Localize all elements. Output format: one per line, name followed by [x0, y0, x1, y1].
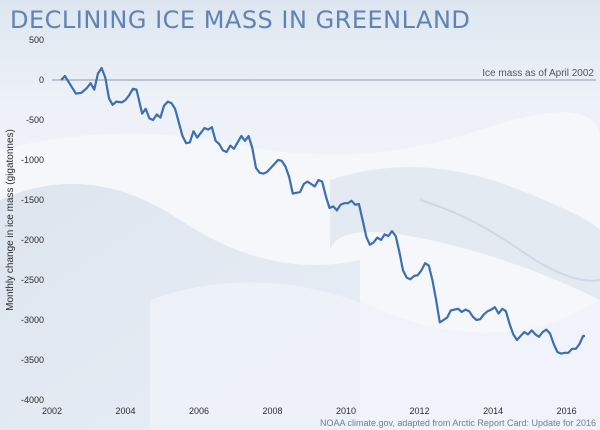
- x-tick-label: 2004: [115, 406, 135, 416]
- x-tick-label: 2008: [263, 406, 283, 416]
- y-tick-label: -1000: [21, 155, 44, 165]
- ice-mass-line: [60, 66, 585, 355]
- x-tick-label: 2014: [483, 406, 503, 416]
- y-tick-label: -2500: [21, 275, 44, 285]
- x-tick-label: 2006: [189, 406, 209, 416]
- source-credit: NOAA climate.gov, adapted from Arctic Re…: [320, 418, 596, 428]
- y-tick-label: -3500: [21, 355, 44, 365]
- baseline-label: Ice mass as of April 2002: [482, 68, 594, 79]
- x-tick-label: 2012: [410, 406, 430, 416]
- y-tick-label: -1500: [21, 195, 44, 205]
- x-axis: 2002 2004 2006 2008 2010 2012 2014 2016: [42, 406, 577, 416]
- y-axis: 500 0 -500 -1000 -1500 -2000 -2500 -3000 -3500 -4…: [21, 35, 44, 405]
- x-tick-label: 2002: [42, 406, 62, 416]
- chart-title: DECLINING ICE MASS IN GREENLAND: [10, 6, 470, 34]
- y-tick-label: 500: [29, 35, 44, 45]
- y-tick-label: -500: [26, 115, 44, 125]
- y-tick-label: -4000: [21, 395, 44, 405]
- y-tick-label: -3000: [21, 315, 44, 325]
- y-tick-label: 0: [39, 75, 44, 85]
- y-axis-label: Monthly change in ice mass (gigatonnes): [5, 129, 16, 311]
- x-tick-label: 2016: [557, 406, 577, 416]
- x-tick-label: 2010: [336, 406, 356, 416]
- y-tick-label: -2000: [21, 235, 44, 245]
